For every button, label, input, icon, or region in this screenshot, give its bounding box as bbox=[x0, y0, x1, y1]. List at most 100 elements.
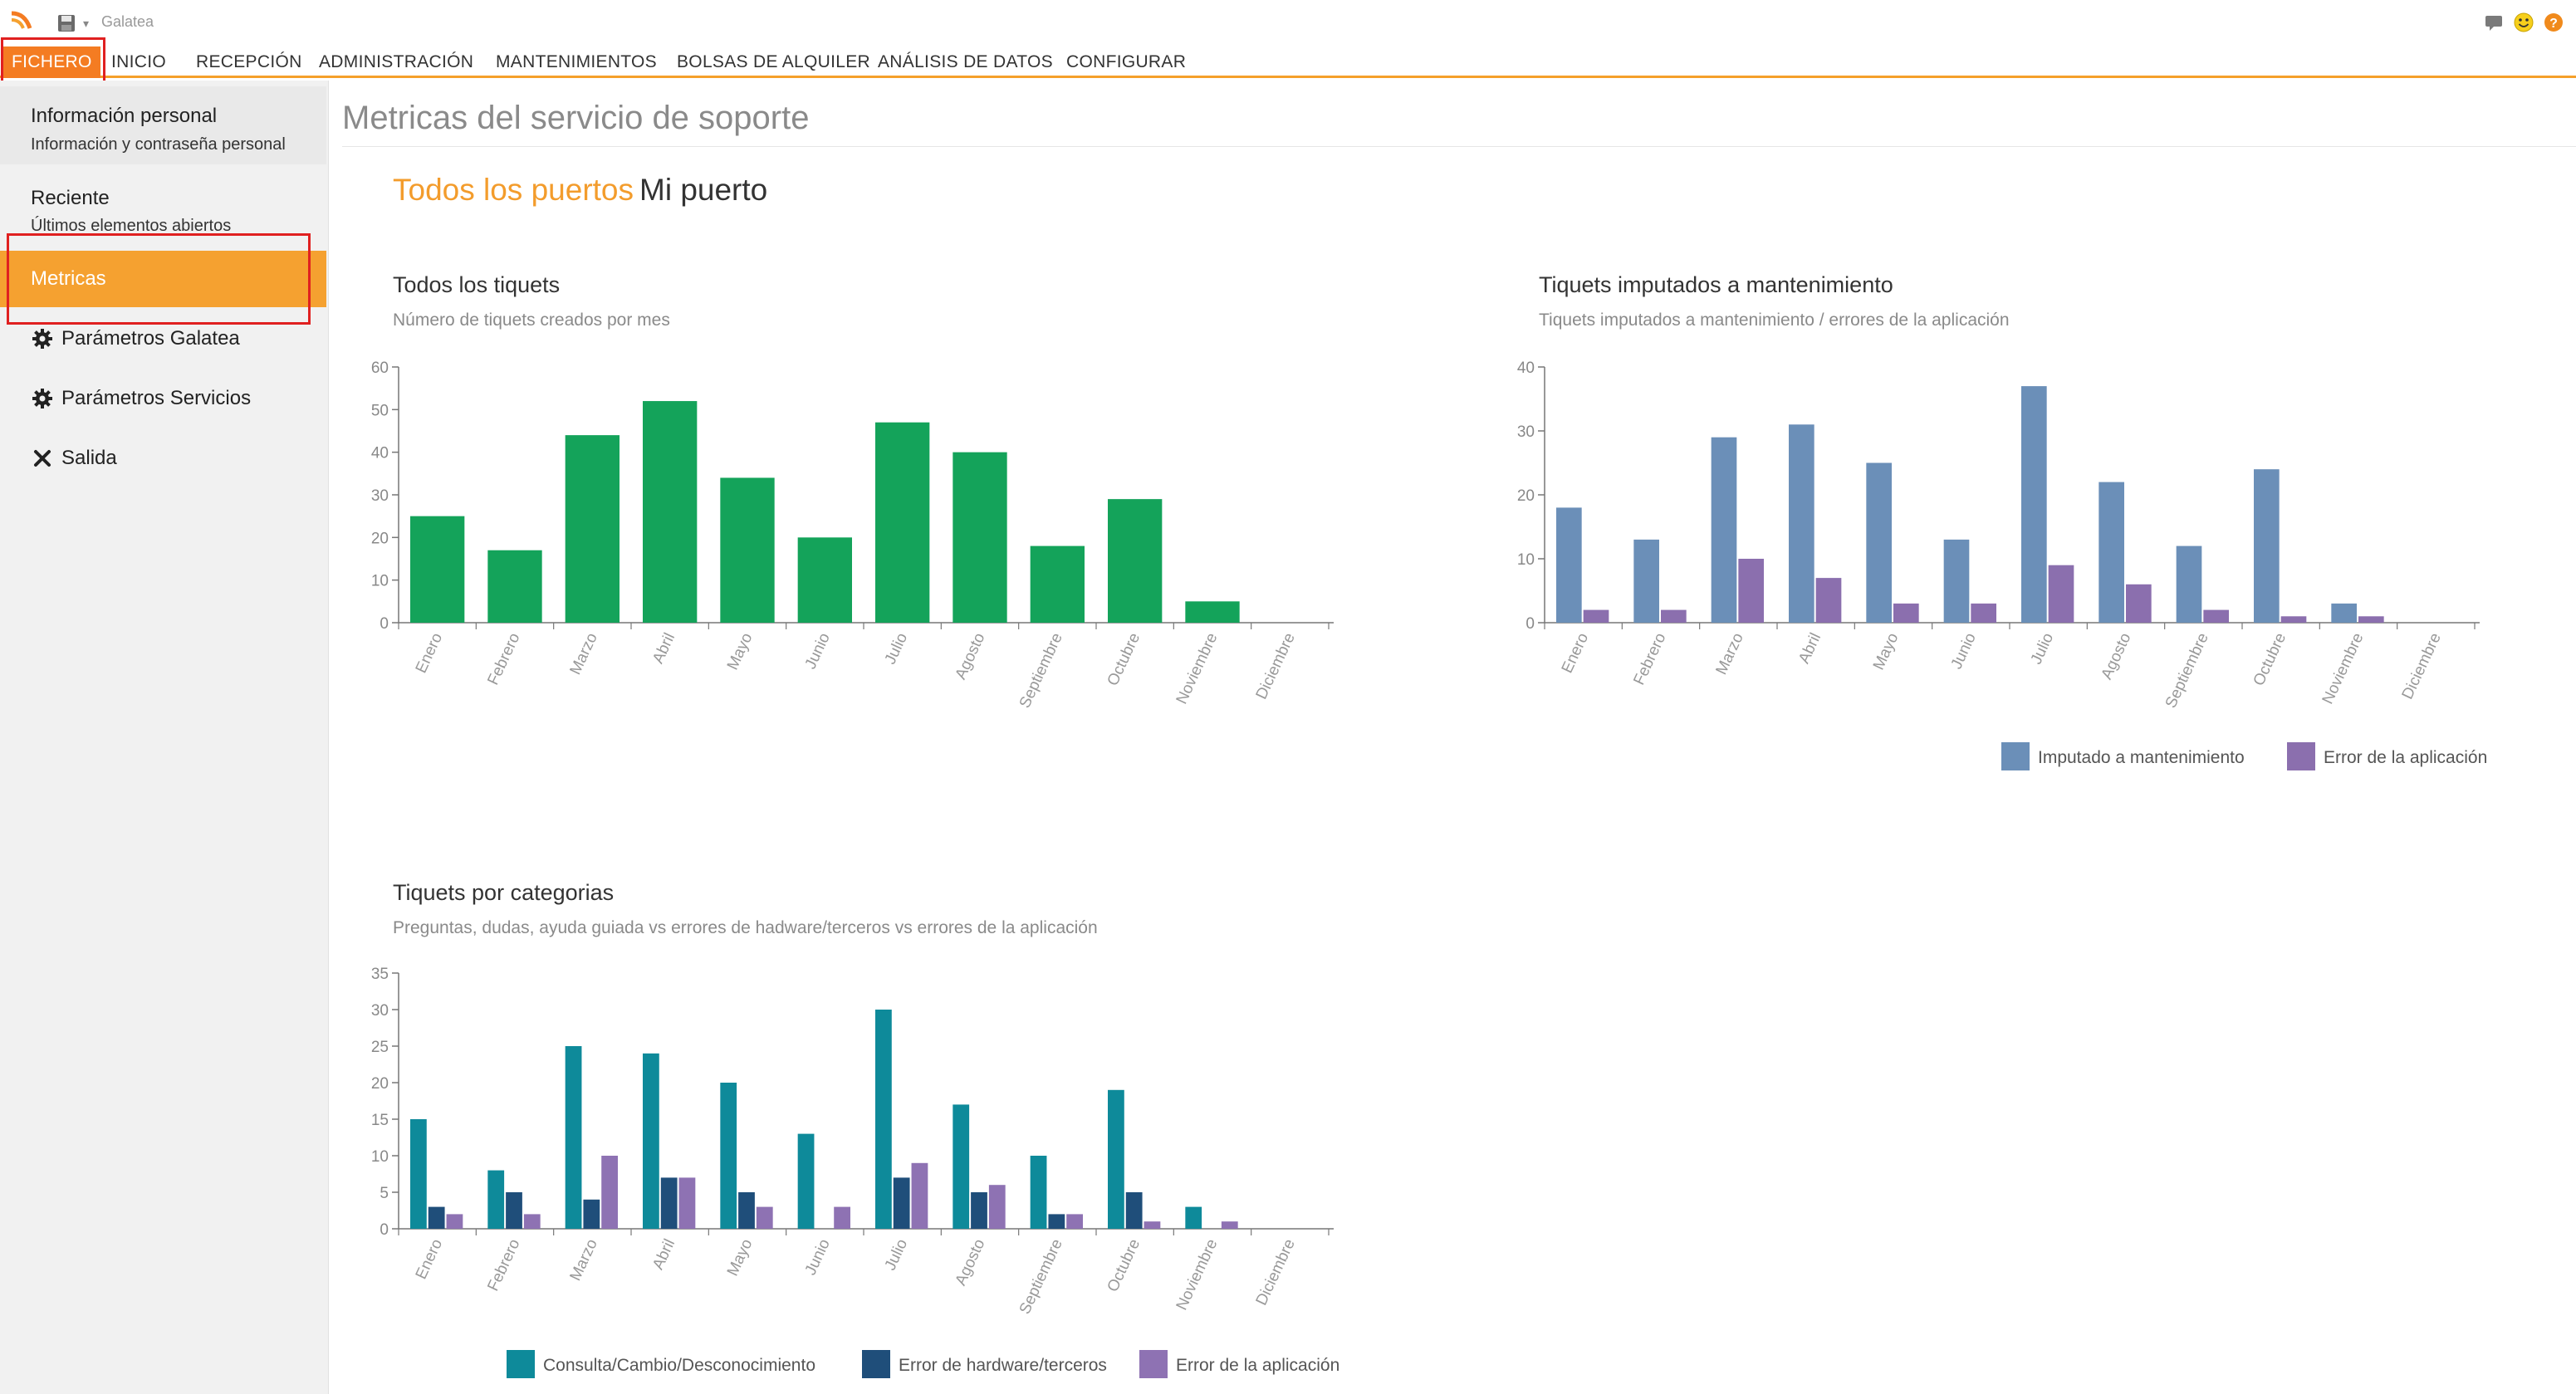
x-tick-label: Julio bbox=[882, 1236, 912, 1273]
x-tick-label: Marzo bbox=[567, 1236, 601, 1284]
bar-marzo bbox=[565, 435, 620, 623]
sidebar-item-parametros-galatea[interactable]: Parámetros Galatea bbox=[0, 313, 326, 364]
x-tick-label: Febrero bbox=[484, 1236, 523, 1294]
menu-fichero[interactable]: FICHERO bbox=[3, 46, 100, 78]
chart-subtitle: Tiquets imputados a mantenimiento / erro… bbox=[1539, 311, 2010, 330]
chat-icon[interactable] bbox=[2483, 12, 2505, 33]
bar-noviembre-imputado-a-mantenimiento bbox=[2331, 603, 2357, 623]
menu-analisis-de-datos[interactable]: ANÁLISIS DE DATOS bbox=[878, 52, 1053, 71]
x-tick-label: Noviembre bbox=[2319, 630, 2368, 707]
x-tick-label: Diciembre bbox=[1253, 1236, 1299, 1308]
menu-inicio[interactable]: INICIO bbox=[111, 52, 166, 71]
x-tick-label: Agosto bbox=[952, 630, 988, 682]
x-tick-label: Junio bbox=[802, 1236, 834, 1278]
y-tick-label: 10 bbox=[1517, 551, 1535, 569]
sidebar-item-reciente[interactable]: Reciente Últimos elementos abiertos bbox=[0, 169, 326, 247]
bar-septiembre-error-de-la-aplicacion bbox=[2203, 609, 2229, 623]
tab-todos-los-puertos[interactable]: Todos los puertos bbox=[393, 173, 634, 207]
y-tick-label: 10 bbox=[371, 1148, 389, 1166]
sidebar-item-informacion-personal[interactable]: Información personal Información y contr… bbox=[0, 86, 326, 164]
menu-configurar[interactable]: CONFIGURAR bbox=[1066, 52, 1187, 71]
legend-swatch bbox=[507, 1350, 535, 1378]
chart-title: Tiquets por categorias bbox=[393, 880, 615, 905]
bar-octubre-imputado-a-mantenimiento bbox=[2254, 469, 2280, 623]
bar-julio-error-de-la-aplicacion bbox=[2048, 565, 2074, 623]
bar-octubre-error-de-hardware-terceros bbox=[1125, 1192, 1143, 1229]
chart-subtitle: Preguntas, dudas, ayuda guiada vs errore… bbox=[393, 918, 1098, 937]
save-icon[interactable] bbox=[56, 13, 76, 33]
bar-enero-error-de-la-aplicacion bbox=[446, 1214, 463, 1229]
bar-abril-imputado-a-mantenimiento bbox=[1789, 424, 1814, 623]
smiley-icon[interactable] bbox=[2513, 12, 2534, 33]
sidebar-item-salida[interactable]: Salida bbox=[0, 433, 326, 484]
bar-marzo-error-de-la-aplicacion bbox=[601, 1156, 618, 1229]
bar-enero-error-de-hardware-terceros bbox=[428, 1206, 445, 1229]
tab-mi-puerto[interactable]: Mi puerto bbox=[639, 173, 768, 207]
bar-enero bbox=[410, 516, 465, 623]
y-tick-label: 30 bbox=[1517, 423, 1535, 441]
y-tick-label: 20 bbox=[1517, 487, 1535, 505]
legend-label: Error de la aplicación bbox=[1176, 1356, 1339, 1375]
bar-mayo-consulta-cambio-desconocimiento bbox=[720, 1083, 737, 1229]
sidebar-item-label: Parámetros Galatea bbox=[61, 327, 240, 350]
quick-access-dropdown-icon[interactable]: ▾ bbox=[83, 17, 90, 30]
y-tick-label: 0 bbox=[1526, 615, 1535, 633]
menu-recepcion[interactable]: RECEPCIÓN bbox=[196, 52, 302, 71]
menu-bolsas-de-alquiler[interactable]: BOLSAS DE ALQUILER bbox=[677, 52, 870, 71]
gear-icon bbox=[32, 329, 52, 349]
chart-todos-los-tiquets: 0 10 20 30 40 50 60 Enero Febrero Marzo Abril Mayo J… bbox=[371, 360, 1334, 711]
bar-octubre-error-de-la-aplicacion bbox=[1144, 1221, 1161, 1229]
x-tick-label: Diciembre bbox=[1253, 630, 1299, 702]
sidebar-item-parametros-servicios[interactable]: Parámetros Servicios bbox=[0, 373, 326, 424]
x-tick-label: Diciembre bbox=[2399, 630, 2445, 702]
bar-abril-error-de-la-aplicacion bbox=[678, 1177, 696, 1229]
help-icon[interactable]: ? bbox=[2543, 12, 2564, 33]
x-tick-label: Agosto bbox=[952, 1236, 988, 1288]
app-logo bbox=[11, 11, 32, 29]
bar-noviembre bbox=[1185, 601, 1240, 623]
bar-mayo-error-de-la-aplicacion bbox=[1893, 603, 1919, 623]
bar-febrero-error-de-la-aplicacion bbox=[523, 1214, 541, 1229]
bar-mayo-imputado-a-mantenimiento bbox=[1866, 462, 1892, 623]
y-tick-label: 40 bbox=[1517, 360, 1535, 377]
x-tick-label: Abril bbox=[649, 1236, 678, 1272]
sidebar-item-title: Reciente bbox=[31, 187, 110, 209]
y-tick-label: 25 bbox=[371, 1039, 389, 1056]
x-tick-label: Mayo bbox=[724, 1236, 757, 1279]
chart-tiquets-por-categorias: 0 5 10 15 20 25 30 35 Enero Febrero Marzo Abril Mayo… bbox=[371, 966, 1339, 1378]
legend-swatch bbox=[862, 1350, 890, 1378]
backstage-sidebar: Información personal Información y contr… bbox=[0, 81, 329, 1394]
legend-label: Error de la aplicación bbox=[2324, 748, 2487, 767]
x-tick-label: Febrero bbox=[1630, 630, 1669, 687]
x-tick-label: Mayo bbox=[1870, 630, 1903, 673]
bar-octubre-consulta-cambio-desconocimiento bbox=[1108, 1089, 1124, 1229]
x-tick-label: Abril bbox=[1795, 630, 1824, 666]
x-tick-label: Julio bbox=[2028, 630, 2058, 667]
bar-mayo bbox=[720, 477, 775, 623]
x-tick-label: Junio bbox=[1948, 630, 1980, 672]
x-tick-label: Septiembre bbox=[2162, 630, 2212, 711]
bar-julio-imputado-a-mantenimiento bbox=[2021, 386, 2047, 623]
gear-icon bbox=[32, 389, 52, 408]
y-tick-label: 40 bbox=[371, 445, 389, 462]
bar-agosto bbox=[953, 452, 1007, 623]
y-tick-label: 50 bbox=[371, 402, 389, 419]
bar-febrero-consulta-cambio-desconocimiento bbox=[487, 1170, 505, 1229]
y-tick-label: 0 bbox=[380, 1221, 389, 1239]
bar-noviembre-error-de-la-aplicacion bbox=[2358, 616, 2384, 623]
bar-abril-error-de-la-aplicacion bbox=[1815, 578, 1842, 623]
window-title: Galatea bbox=[101, 13, 154, 30]
menu-administracion[interactable]: ADMINISTRACIÓN bbox=[319, 52, 474, 71]
bar-noviembre-consulta-cambio-desconocimiento bbox=[1185, 1206, 1202, 1229]
bar-agosto-error-de-hardware-terceros bbox=[971, 1192, 987, 1229]
sidebar-item-subtitle: Información y contraseña personal bbox=[31, 135, 286, 154]
bar-septiembre-imputado-a-mantenimiento bbox=[2176, 545, 2202, 623]
bar-mayo-error-de-la-aplicacion bbox=[756, 1206, 773, 1229]
chart-subtitle: Número de tiquets creados por mes bbox=[393, 311, 670, 330]
menu-mantenimientos[interactable]: MANTENIMIENTOS bbox=[496, 52, 657, 71]
bar-junio-error-de-la-aplicacion bbox=[1971, 603, 1996, 623]
x-tick-label: Mayo bbox=[724, 630, 757, 673]
sidebar-item-metricas[interactable]: Metricas bbox=[0, 251, 326, 307]
bar-enero-error-de-la-aplicacion bbox=[1583, 609, 1609, 623]
bar-marzo-consulta-cambio-desconocimiento bbox=[565, 1046, 582, 1229]
